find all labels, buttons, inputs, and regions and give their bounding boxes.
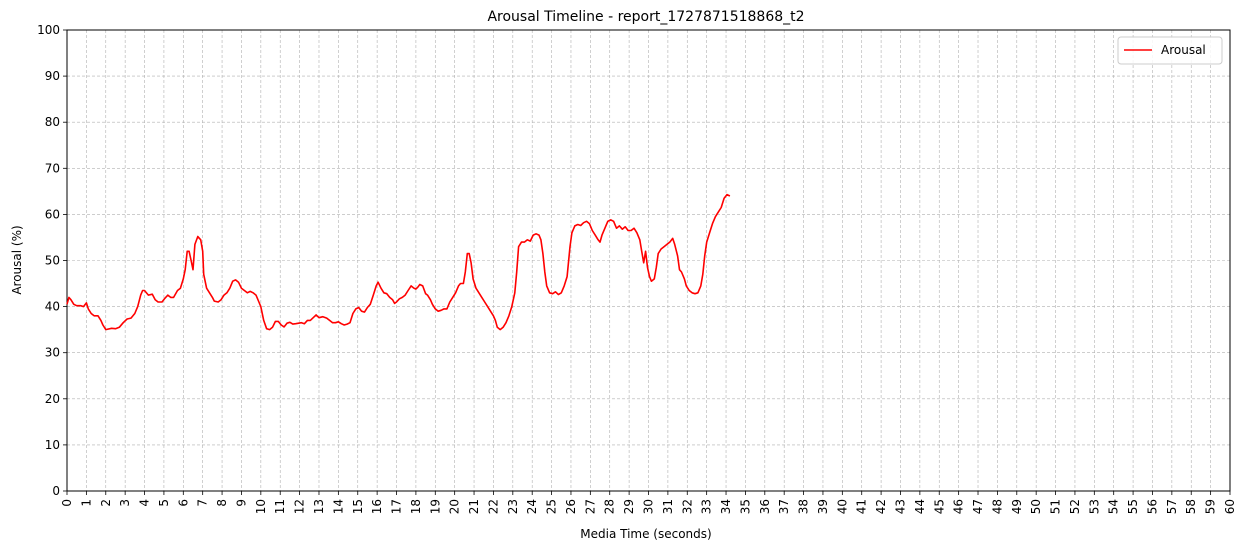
y-tick-label: 30 <box>45 346 60 360</box>
x-tick-label: 16 <box>370 499 384 514</box>
x-tick-label: 17 <box>390 499 404 514</box>
x-tick-label: 0 <box>60 499 74 507</box>
legend-label-arousal: Arousal <box>1161 43 1206 57</box>
x-tick-label: 13 <box>312 499 326 514</box>
x-tick-label: 25 <box>545 499 559 514</box>
y-tick-label: 0 <box>52 484 60 498</box>
y-axis-label: Arousal (%) <box>10 225 24 294</box>
x-tick-label: 34 <box>719 499 733 514</box>
legend: Arousal <box>1117 36 1223 65</box>
x-tick-label: 48 <box>990 499 1004 514</box>
y-tick-label: 90 <box>45 69 60 83</box>
x-tick-label: 52 <box>1068 499 1082 514</box>
x-tick-label: 22 <box>486 499 500 514</box>
x-tick-label: 9 <box>234 499 248 507</box>
x-tick-label: 3 <box>118 499 132 507</box>
y-tick-label: 80 <box>45 115 60 129</box>
x-tick-label: 47 <box>971 499 985 514</box>
y-tick-label: 50 <box>45 254 60 268</box>
x-tick-label: 11 <box>273 499 287 514</box>
x-tick-label: 38 <box>797 499 811 514</box>
x-tick-label: 4 <box>138 499 152 507</box>
x-tick-label: 18 <box>409 499 423 514</box>
x-tick-label: 32 <box>680 499 694 514</box>
x-tick-label: 57 <box>1165 499 1179 514</box>
x-tick-label: 53 <box>1087 499 1101 514</box>
y-tick-label: 100 <box>37 23 60 37</box>
x-tick-label: 21 <box>467 499 481 514</box>
x-tick-label: 5 <box>157 499 171 507</box>
y-tick-label: 10 <box>45 438 60 452</box>
x-tick-label: 33 <box>700 499 714 514</box>
x-tick-label: 37 <box>777 499 791 514</box>
x-tick-label: 30 <box>642 499 656 514</box>
x-tick-label: 27 <box>583 499 597 514</box>
x-tick-label: 10 <box>254 499 268 514</box>
x-tick-label: 29 <box>622 499 636 514</box>
x-tick-label: 1 <box>79 499 93 507</box>
x-tick-label: 46 <box>952 499 966 514</box>
x-tick-label: 45 <box>932 499 946 514</box>
x-tick-label: 20 <box>448 499 462 514</box>
x-tick-label: 24 <box>525 499 539 514</box>
x-tick-label: 7 <box>196 499 210 507</box>
series-line-arousal <box>66 193 731 331</box>
y-tick-label: 60 <box>45 207 60 221</box>
x-tick-label: 31 <box>661 499 675 514</box>
x-tick-label: 6 <box>176 499 190 507</box>
chart-title: Arousal Timeline - report_1727871518868_… <box>487 9 804 25</box>
x-tick-label: 14 <box>331 499 345 514</box>
x-tick-label: 40 <box>835 499 849 514</box>
x-tick-label: 50 <box>1029 499 1043 514</box>
x-tick-label: 49 <box>1010 499 1024 514</box>
x-tick-label: 56 <box>1145 499 1159 514</box>
y-axis-ticks: 0 10 20 30 40 50 60 70 80 90 100 <box>37 23 67 498</box>
series-layer <box>66 193 731 331</box>
y-tick-label: 20 <box>45 392 60 406</box>
x-tick-label: 35 <box>738 499 752 514</box>
x-tick-label: 51 <box>1049 499 1063 514</box>
x-tick-label: 2 <box>99 499 113 507</box>
x-tick-label: 43 <box>893 499 907 514</box>
x-tick-label: 15 <box>351 499 365 514</box>
x-tick-label: 41 <box>855 499 869 514</box>
x-tick-label: 23 <box>506 499 520 514</box>
x-tick-label: 58 <box>1184 499 1198 514</box>
x-tick-label: 8 <box>215 499 229 507</box>
x-axis-ticks: 0 1 2 3 4 5 6 7 8 9 10 11 12 13 14 15 16 17 18 19 20 21 22 23 24… <box>60 491 1237 514</box>
x-tick-label: 59 <box>1204 499 1218 514</box>
x-tick-label: 42 <box>874 499 888 514</box>
x-tick-label: 28 <box>603 499 617 514</box>
x-tick-label: 36 <box>758 499 772 514</box>
x-tick-label: 55 <box>1126 499 1140 514</box>
x-tick-label: 19 <box>428 499 442 514</box>
x-tick-label: 54 <box>1107 499 1121 514</box>
legend-box <box>1117 36 1223 65</box>
x-axis-label: Media Time (seconds) <box>580 527 711 541</box>
x-tick-label: 12 <box>293 499 307 514</box>
y-tick-label: 40 <box>45 300 60 314</box>
y-tick-label: 70 <box>45 161 60 175</box>
x-tick-label: 44 <box>913 499 927 514</box>
x-tick-label: 60 <box>1223 499 1237 514</box>
grid-lines <box>66 29 1231 492</box>
x-tick-label: 39 <box>816 499 830 514</box>
x-tick-label: 26 <box>564 499 578 514</box>
